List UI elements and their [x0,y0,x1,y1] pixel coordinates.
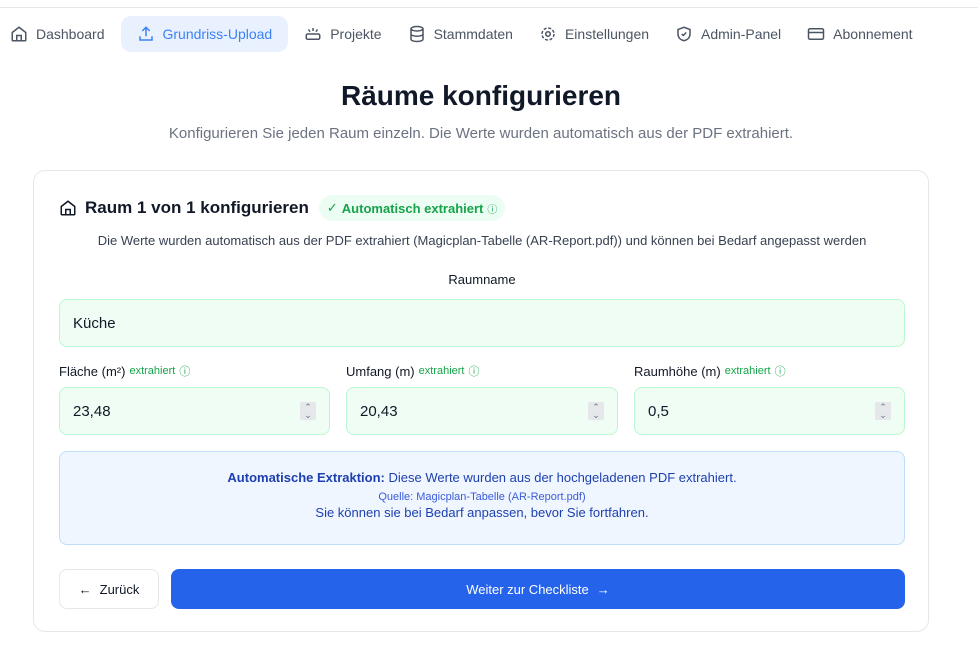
nav-dashboard[interactable]: Dashboard [0,16,115,52]
badge-label: Automatisch extrahiert [341,200,484,216]
status-badge: ✓ Automatisch extrahiert ⓘ [318,195,506,221]
projects-icon [305,28,321,40]
main-nav: Dashboard Grundriss-Upload Projekte Stam… [0,16,978,52]
continue-button[interactable]: Weiter zur Checkliste → [171,569,905,609]
nav-stammdaten[interactable]: Stammdaten [398,16,523,52]
card-header: Raum 1 von 1 konfigurieren ✓ Automatisch … [59,195,506,221]
number-stepper[interactable]: ⌃ ⌄ [875,402,891,420]
extracted-tag: extrahiert [129,365,176,377]
home-icon [11,26,27,42]
back-label: Zurück [99,581,140,597]
info-icon[interactable]: ⓘ [774,366,786,378]
room-config-card: Raum 1 von 1 konfigurieren ✓ Automatisch … [33,170,929,632]
area-input[interactable]: 23,48 ⌃ ⌄ [59,387,330,435]
page-subtitle: Konfigurieren Sie jeden Raum einzeln. Di… [168,125,794,142]
info-source: Quelle: Magicplan-Tabelle (AR-Report.pdf… [378,491,586,503]
height-value: 0,5 [648,402,669,420]
card-description: Die Werte wurden automatisch aus der PDF… [97,233,867,248]
check-circle-icon: ✓ [326,200,338,215]
extracted-tag: extrahiert [724,365,771,377]
extracted-tag: extrahiert [418,365,465,377]
height-label: Raumhöhe (m) extrahiert ⓘ [634,363,786,379]
perimeter-label: Umfang (m) extrahiert ⓘ [346,363,479,379]
credit-card-icon [807,28,825,40]
continue-label: Weiter zur Checkliste [466,581,589,597]
field-label: Raumhöhe (m) [634,363,721,379]
arrow-left-icon: ← [78,581,92,597]
shield-icon [677,26,691,42]
area-label: Fläche (m²) extrahiert ⓘ [59,363,190,379]
number-stepper[interactable]: ⌃ ⌄ [300,402,316,420]
info-title: Automatische Extraktion: [227,470,385,485]
nav-abonnement[interactable]: Abonnement [797,16,922,52]
number-stepper[interactable]: ⌃ ⌄ [588,402,604,420]
nav-label: Grundriss-Upload [162,26,273,42]
nav-admin-panel[interactable]: Admin-Panel [665,16,791,52]
nav-einstellungen[interactable]: Einstellungen [529,16,659,52]
extraction-info-box: Automatische Extraktion: Diese Werte wur… [59,451,905,545]
upload-icon [138,26,153,41]
gear-icon [541,27,555,41]
page-title: Räume konfigurieren [340,80,622,111]
perimeter-input[interactable]: 20,43 ⌃ ⌄ [346,387,618,435]
card-title: Raum 1 von 1 konfigurieren [85,198,309,217]
nav-label: Einstellungen [564,26,650,42]
area-value: 23,48 [73,402,111,420]
field-label: Umfang (m) [346,363,415,379]
top-divider [0,7,978,8]
nav-label: Admin-Panel [701,26,782,42]
database-icon [409,25,424,43]
nav-label: Projekte [330,26,382,42]
height-input[interactable]: 0,5 ⌃ ⌄ [634,387,905,435]
home-icon [60,200,76,216]
info-text: Diese Werte wurden aus der hochgeladenen… [384,470,737,485]
perimeter-value: 20,43 [360,402,398,420]
room-name-label: Raumname [448,272,516,287]
arrow-right-icon: → [596,581,610,597]
room-name-input[interactable]: Küche [59,299,905,347]
nav-label: Stammdaten [433,26,513,42]
info-icon[interactable]: ⓘ [487,204,498,216]
nav-projekte[interactable]: Projekte [294,16,391,52]
nav-grundriss-upload[interactable]: Grundriss-Upload [120,16,289,52]
info-icon[interactable]: ⓘ [468,366,480,378]
nav-label: Abonnement [833,26,913,42]
field-label: Fläche (m²) [59,363,126,379]
info-hint: Sie können sie bei Bedarf anpassen, bevo… [315,505,649,520]
info-icon[interactable]: ⓘ [179,366,191,378]
back-button[interactable]: ← Zurück [59,569,159,609]
nav-label: Dashboard [36,26,105,42]
